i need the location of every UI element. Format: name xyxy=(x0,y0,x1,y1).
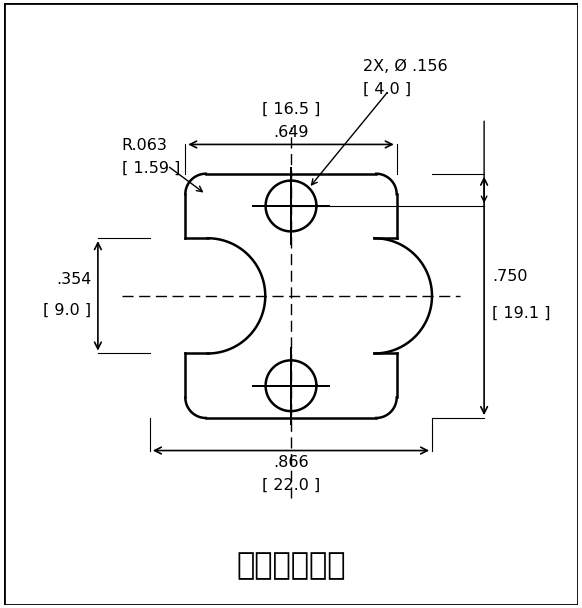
Text: 面板开口规格: 面板开口规格 xyxy=(236,551,346,581)
Text: .750: .750 xyxy=(492,269,528,284)
Text: .649: .649 xyxy=(274,125,308,140)
Text: R.063: R.063 xyxy=(122,137,168,153)
Text: .354: .354 xyxy=(56,272,91,287)
Text: [ 19.1 ]: [ 19.1 ] xyxy=(492,306,551,321)
Text: [ 22.0 ]: [ 22.0 ] xyxy=(262,478,320,493)
Text: [ 9.0 ]: [ 9.0 ] xyxy=(43,303,91,318)
Text: [ 1.59 ]: [ 1.59 ] xyxy=(122,161,180,175)
Text: .866: .866 xyxy=(273,455,309,471)
Text: 2X, Ø .156: 2X, Ø .156 xyxy=(363,60,448,74)
Text: [ 4.0 ]: [ 4.0 ] xyxy=(363,82,411,97)
Text: [ 16.5 ]: [ 16.5 ] xyxy=(262,102,320,117)
